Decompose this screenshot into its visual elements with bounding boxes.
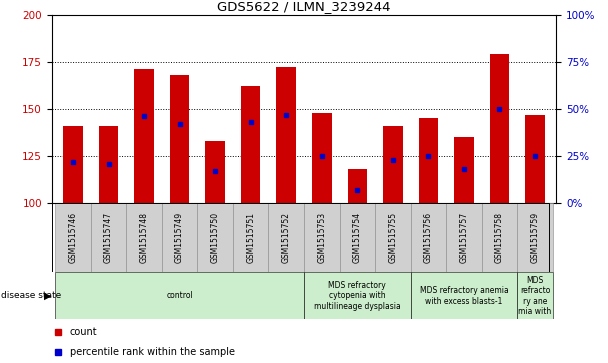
Bar [525,115,545,203]
Text: percentile rank within the sample: percentile rank within the sample [70,347,235,357]
Bar [91,203,126,272]
Bar [63,126,83,203]
Bar [304,272,410,319]
Text: GSM1515748: GSM1515748 [140,212,148,263]
Bar [304,203,339,272]
Text: GSM1515755: GSM1515755 [389,212,398,263]
Text: MDS refractory anemia
with excess blasts-1: MDS refractory anemia with excess blasts… [420,286,508,306]
Bar [410,203,446,272]
Text: GSM1515754: GSM1515754 [353,212,362,263]
Text: ▶: ▶ [44,291,51,301]
Bar [410,272,517,319]
Text: GSM1515753: GSM1515753 [317,212,326,263]
Text: disease state: disease state [1,291,61,300]
Bar [482,203,517,272]
Bar [55,272,304,319]
Text: control: control [166,291,193,300]
Bar [419,118,438,203]
Bar [162,203,198,272]
Bar [277,68,296,203]
Text: GSM1515746: GSM1515746 [69,212,77,263]
Text: GSM1515749: GSM1515749 [175,212,184,263]
Bar [241,86,260,203]
Bar [517,272,553,319]
Text: GSM1515757: GSM1515757 [460,212,468,263]
Bar [454,137,474,203]
Bar [134,69,154,203]
Text: GSM1515750: GSM1515750 [210,212,219,263]
Bar [98,126,119,203]
Bar [198,203,233,272]
Text: MDS refractory
cytopenia with
multilineage dysplasia: MDS refractory cytopenia with multilinea… [314,281,401,311]
Bar [269,203,304,272]
Bar [312,113,331,203]
Bar [375,203,410,272]
Text: GSM1515752: GSM1515752 [282,212,291,263]
Text: count: count [70,327,97,337]
Bar [206,141,225,203]
Bar [489,54,510,203]
Text: GSM1515747: GSM1515747 [104,212,113,263]
Bar [170,75,189,203]
Text: MDS
refracto
ry ane
mia with: MDS refracto ry ane mia with [519,276,551,316]
Bar [383,126,402,203]
Bar [55,203,91,272]
Text: GSM1515758: GSM1515758 [495,212,504,263]
Bar [348,169,367,203]
Bar [517,203,553,272]
Bar [126,203,162,272]
Title: GDS5622 / ILMN_3239244: GDS5622 / ILMN_3239244 [217,0,391,13]
Bar [339,203,375,272]
Text: GSM1515756: GSM1515756 [424,212,433,263]
Bar [233,203,269,272]
Text: GSM1515751: GSM1515751 [246,212,255,263]
Text: GSM1515759: GSM1515759 [531,212,539,263]
Bar [446,203,482,272]
